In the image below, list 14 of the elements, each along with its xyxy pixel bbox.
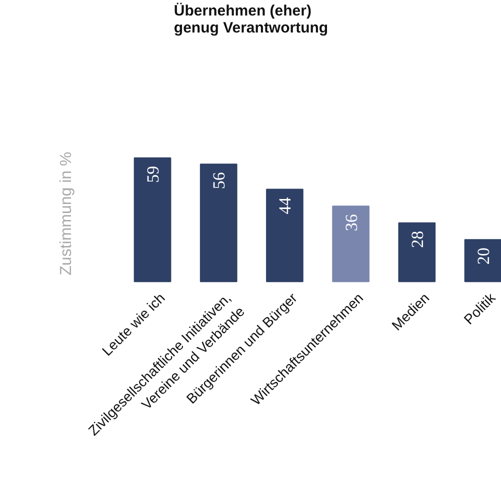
bar — [200, 164, 238, 282]
data-label: 59 — [144, 166, 163, 183]
y-axis-title: Zustimmung in % — [58, 152, 76, 276]
bar — [398, 222, 436, 282]
bar — [464, 239, 501, 282]
data-label: 44 — [276, 196, 295, 214]
chart-title: Übernehmen (eher) genug Verantwortung — [174, 2, 328, 36]
bar — [266, 188, 304, 282]
bar — [332, 206, 370, 282]
bar — [134, 157, 172, 282]
data-label: 28 — [408, 230, 427, 248]
data-label: 56 — [210, 172, 229, 190]
data-label: 36 — [342, 214, 361, 232]
data-label: 20 — [474, 248, 493, 265]
